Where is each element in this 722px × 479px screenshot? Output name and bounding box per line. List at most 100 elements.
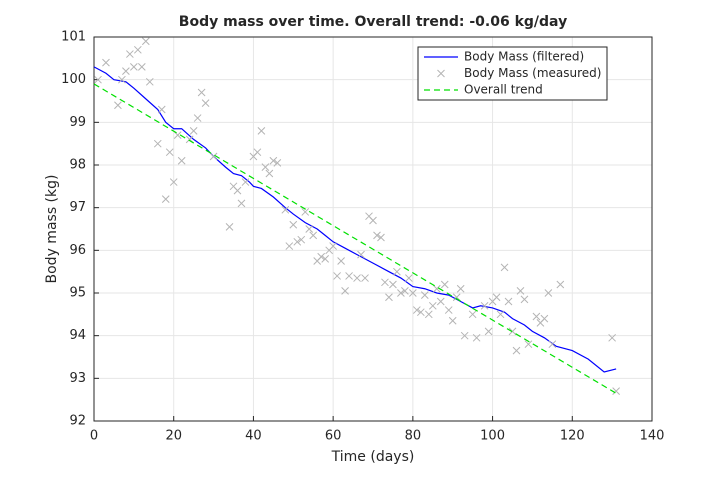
data-point (373, 231, 381, 240)
data-point (122, 67, 130, 75)
data-point (484, 327, 493, 336)
data-point (385, 293, 393, 302)
data-point (257, 127, 266, 135)
x-axis-label: Time (days) (331, 449, 415, 465)
y-tick-label: 101 (61, 30, 86, 45)
data-point (460, 331, 469, 340)
data-point (440, 280, 449, 289)
x-tick-label: 60 (325, 429, 342, 444)
data-point (209, 152, 218, 161)
data-point (524, 340, 533, 349)
data-point (436, 297, 445, 306)
x-tick-label: 80 (405, 429, 422, 444)
y-axis-label: Body mass (kg) (44, 175, 60, 284)
data-point (237, 199, 246, 208)
data-point (133, 45, 142, 54)
data-point (309, 231, 318, 240)
x-tick-label: 20 (165, 429, 182, 444)
data-point (357, 250, 365, 259)
data-point (428, 301, 437, 310)
plot-area (94, 37, 652, 421)
x-tick-label: 120 (560, 429, 585, 444)
data-point (444, 306, 453, 314)
y-tick-label: 99 (69, 115, 86, 130)
data-point (424, 310, 433, 319)
y-tick-label: 96 (69, 243, 86, 258)
data-point (532, 312, 541, 321)
data-point (492, 293, 501, 302)
data-point (504, 297, 513, 306)
legend-box (417, 46, 608, 101)
data-point (233, 186, 242, 195)
data-point (269, 156, 278, 165)
data-point (544, 289, 553, 297)
data-point (118, 75, 126, 84)
data-point (556, 280, 565, 289)
data-point (401, 287, 409, 295)
y-tick-label: 100 (61, 72, 86, 87)
data-point (329, 242, 337, 250)
x-tick-label: 40 (245, 429, 262, 444)
data-point (341, 287, 349, 295)
data-point (301, 208, 310, 216)
data-point (285, 242, 294, 250)
data-point (94, 75, 102, 84)
data-point (496, 310, 505, 319)
data-point (337, 257, 345, 265)
data-point (512, 346, 521, 355)
data-point (177, 156, 186, 165)
legend-label: Body Mass (measured) (464, 66, 601, 80)
y-tick-label: 97 (69, 200, 86, 215)
data-point (193, 114, 202, 122)
data-point (114, 101, 122, 110)
y-tick-label: 92 (69, 414, 86, 429)
data-point (409, 289, 417, 297)
data-point (540, 314, 549, 323)
data-point (102, 58, 110, 67)
data-point (508, 327, 517, 336)
data-point (480, 301, 489, 310)
data-point (416, 308, 425, 317)
data-point (153, 139, 162, 148)
data-point (145, 77, 154, 86)
y-tick-label: 98 (69, 158, 86, 173)
data-point (157, 105, 166, 114)
data-point (261, 163, 270, 171)
data-point (225, 223, 234, 231)
data-point (412, 306, 421, 314)
legend-label: Body Mass (filtered) (464, 50, 584, 64)
data-point (137, 63, 146, 71)
data-point (520, 295, 529, 304)
data-point (321, 255, 330, 263)
legend: Body Mass (filtered) Body Mass (measured)… (417, 46, 608, 101)
series-line (93, 83, 617, 394)
data-point (397, 289, 405, 297)
data-point (472, 333, 481, 342)
data-point (420, 291, 429, 299)
legend-swatch (437, 69, 445, 78)
data-point (500, 263, 509, 272)
data-point (608, 333, 616, 342)
data-point (161, 195, 170, 203)
data-point (456, 284, 465, 293)
series-line (93, 66, 617, 373)
data-point (126, 50, 134, 58)
data-point (345, 272, 353, 280)
legend-label: Overall trend (464, 83, 543, 97)
y-tick-label: 93 (69, 371, 86, 386)
data-point (393, 267, 401, 276)
data-point (369, 216, 377, 225)
data-point (405, 274, 413, 282)
chart-title: Body mass over time. Overall trend: -0.0… (179, 14, 567, 30)
data-point (141, 37, 150, 46)
data-point (548, 340, 557, 349)
data-point (273, 159, 282, 167)
data-point (305, 225, 314, 233)
data-point (253, 148, 262, 157)
data-point (197, 88, 206, 97)
data-point (297, 235, 306, 244)
data-point (169, 178, 178, 186)
data-point (377, 233, 385, 242)
data-point (241, 178, 250, 186)
